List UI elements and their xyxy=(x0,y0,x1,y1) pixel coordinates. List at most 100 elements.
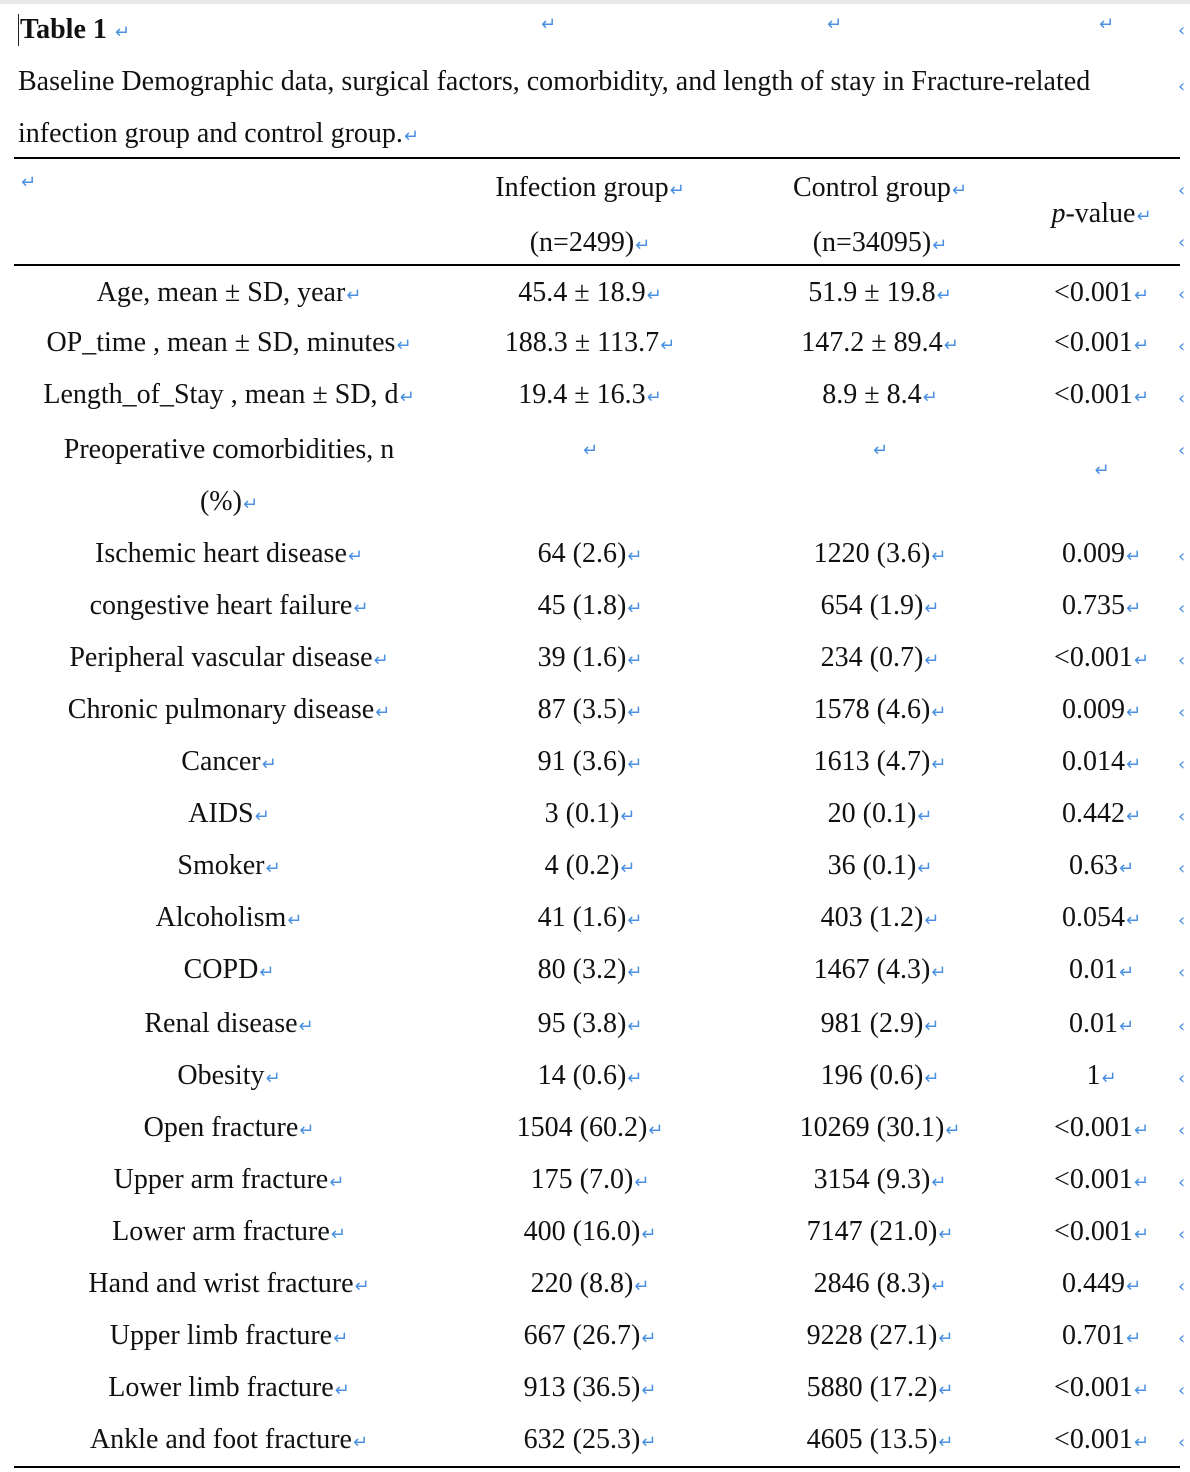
paragraph-mark-icon: ↵ xyxy=(943,335,959,356)
paragraph-mark-icon: ↵ xyxy=(627,962,643,983)
p-value: 0.01↵ xyxy=(1068,954,1135,985)
paragraph-mark-icon: ↵ xyxy=(1125,806,1142,827)
paragraph-mark-icon: ↵ xyxy=(373,650,389,671)
paragraph-mark-icon: ↵ xyxy=(403,126,419,147)
infection-value: 95 (3.8)↵ xyxy=(537,1008,643,1039)
p-value: <0.001↵ xyxy=(1054,642,1149,673)
paragraph-mark-icon: ↵ xyxy=(646,285,662,306)
paragraph-mark-icon: ↵ xyxy=(924,1016,940,1037)
control-value: 10269 (30.1)↵ xyxy=(799,1112,961,1143)
paragraph-mark-icon: ↵ xyxy=(620,806,636,827)
paragraph-mark-icon: ↵ xyxy=(627,1016,643,1037)
control-value: 147.2 ± 89.4↵ xyxy=(801,327,959,358)
paragraph-mark-icon: ↵ xyxy=(1133,1172,1149,1193)
paragraph-mark-icon: ↵ xyxy=(627,546,643,567)
control-value: 1220 (3.6)↵ xyxy=(813,538,947,569)
infection-value: 45 (1.8)↵ xyxy=(537,590,643,621)
paragraph-mark-icon: ↵ xyxy=(396,335,412,356)
paragraph-mark-icon: ↵ xyxy=(347,546,363,567)
p-value: 0.009↵ xyxy=(1061,538,1142,569)
paragraph-mark-icon: ↵ xyxy=(346,285,362,306)
paragraph-mark-icon: ↵ xyxy=(287,910,303,931)
cell-end-marker-icon: ‹ xyxy=(1178,336,1186,357)
p-value: <0.001↵ xyxy=(1054,1164,1149,1195)
paragraph-mark-icon: ↵ xyxy=(1125,702,1142,723)
paragraph-mark-icon: ↵ xyxy=(1133,1120,1149,1141)
control-value: 36 (0.1)↵ xyxy=(827,850,933,881)
paragraph-mark-icon: ↵ xyxy=(1125,1328,1142,1349)
row-label: Age, mean ± SD, year↵ xyxy=(96,277,362,308)
cell-end-marker-icon: ‹ xyxy=(1178,962,1186,983)
row-label: Chronic pulmonary disease↵ xyxy=(67,694,391,725)
p-value: 0.701↵ xyxy=(1061,1320,1142,1351)
row-label: congestive heart failure↵ xyxy=(89,590,369,621)
paragraph-mark-icon: ↵ xyxy=(931,546,947,567)
row-label: AIDS↵ xyxy=(188,798,270,829)
paragraph-mark-icon: ↵ xyxy=(917,858,933,879)
cell-end-marker-icon: ‹ xyxy=(1178,1224,1186,1245)
infection-value: ↵ xyxy=(445,432,735,464)
paragraph-mark-icon: ↵ xyxy=(1118,858,1135,879)
paragraph-mark-icon: ↵ xyxy=(924,650,940,671)
cell-end-marker-icon: ‹ xyxy=(1178,180,1186,201)
header-control-group: Control group↵ (n=34095)↵ xyxy=(793,172,967,258)
infection-value: 91 (3.6)↵ xyxy=(537,746,643,777)
p-value: 0.014↵ xyxy=(1061,746,1142,777)
infection-value: 14 (0.6)↵ xyxy=(537,1060,643,1091)
paragraph-mark-icon: ↵ xyxy=(1125,1276,1142,1297)
cell-end-marker-icon: ‹ xyxy=(1178,440,1186,461)
cell-end-marker-icon: ‹ xyxy=(1178,702,1186,723)
paragraph-mark-icon: ↵ xyxy=(627,910,643,931)
paragraph-mark-icon: ↵ xyxy=(872,440,889,461)
paragraph-mark-icon: ↵ xyxy=(1099,14,1115,35)
paragraph-mark-icon: ↵ xyxy=(931,702,947,723)
row-label: Obesity↵ xyxy=(177,1060,281,1091)
row-label: Length_of_Stay , mean ± SD, d↵ xyxy=(43,379,415,410)
infection-value: 3 (0.1)↵ xyxy=(544,798,636,829)
paragraph-mark-icon: ↵ xyxy=(330,1224,346,1245)
cell-end-marker-icon: ‹ xyxy=(1178,1016,1186,1037)
paragraph-mark-icon: ↵ xyxy=(1101,1068,1117,1089)
paragraph-mark-icon: ↵ xyxy=(938,1224,954,1245)
header-p-value: p-value↵ xyxy=(1051,198,1152,229)
paragraph-mark-icon: ↵ xyxy=(938,1432,954,1453)
paragraph-mark-icon: ↵ xyxy=(1094,460,1110,481)
infection-value: 80 (3.2)↵ xyxy=(537,954,643,985)
infection-value: 4 (0.2)↵ xyxy=(544,850,636,881)
control-value: 20 (0.1)↵ xyxy=(827,798,933,829)
paragraph-mark-icon: ↵ xyxy=(1118,1016,1135,1037)
row-label: Renal disease↵ xyxy=(144,1008,314,1039)
paragraph-mark-icon: ↵ xyxy=(641,1224,657,1245)
paragraph-mark-icon: ↵ xyxy=(354,1276,370,1297)
row-label: Hand and wrist fracture↵ xyxy=(88,1268,370,1299)
paragraph-mark-icon: ↵ xyxy=(931,1276,947,1297)
paragraph-mark-icon: ↵ xyxy=(924,1068,940,1089)
row-label: Ischemic heart disease↵ xyxy=(95,538,363,569)
row-label: Peripheral vascular disease↵ xyxy=(69,642,389,673)
paragraph-mark-icon: ↵ xyxy=(827,14,843,35)
paragraph-mark-icon: ↵ xyxy=(924,910,940,931)
infection-value: 39 (1.6)↵ xyxy=(537,642,643,673)
cell-end-marker-icon: ‹ xyxy=(1178,1120,1186,1141)
cell-end-marker-icon: ‹ xyxy=(1178,1068,1186,1089)
paragraph-mark-icon: ↵ xyxy=(945,1120,961,1141)
paragraph-mark-icon: ↵ xyxy=(627,754,643,775)
paragraph-mark-icon: ↵ xyxy=(265,858,281,879)
p-value: <0.001↵ xyxy=(1054,277,1149,308)
row-label: COPD↵ xyxy=(183,954,275,985)
paragraph-mark-icon: ↵ xyxy=(641,1328,657,1349)
paragraph-mark-icon: ↵ xyxy=(353,598,369,619)
p-value: 0.449↵ xyxy=(1061,1268,1142,1299)
paragraph-mark-icon: ↵ xyxy=(1125,598,1142,619)
paragraph-mark-icon: ↵ xyxy=(620,858,636,879)
paragraph-mark-icon: ↵ xyxy=(352,1432,369,1453)
cell-end-marker-icon: ‹ xyxy=(1178,806,1186,827)
paragraph-mark-icon: ↵ xyxy=(627,598,643,619)
infection-value: 400 (16.0)↵ xyxy=(523,1216,657,1247)
table-caption: Baseline Demographic data, surgical fact… xyxy=(18,66,1091,149)
control-value: 1578 (4.6)↵ xyxy=(813,694,947,725)
p-value: 0.009↵ xyxy=(1061,694,1142,725)
paragraph-mark-icon: ↵ xyxy=(261,754,277,775)
p-value: 1↵ xyxy=(1086,1060,1117,1091)
text-cursor xyxy=(18,14,19,46)
